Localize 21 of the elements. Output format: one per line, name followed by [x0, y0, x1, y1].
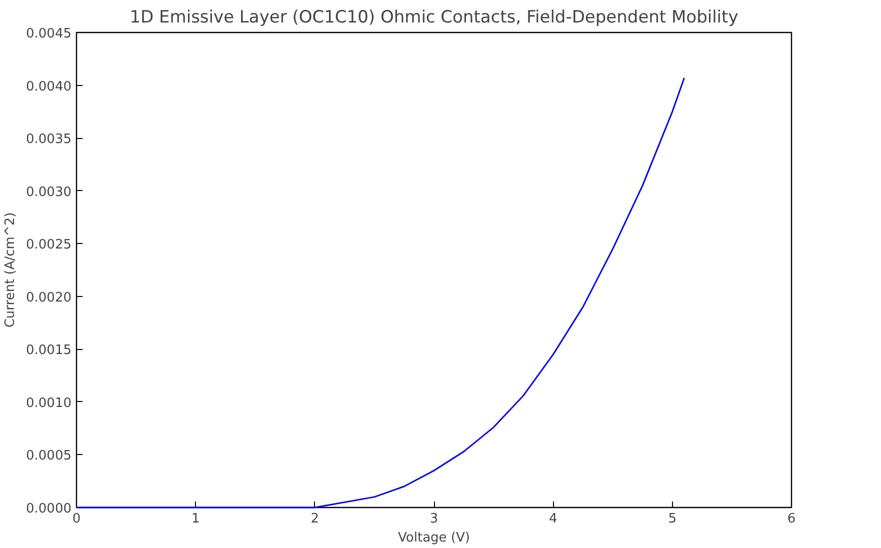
y-tick-label: 0.0005: [26, 448, 72, 464]
y-tick-label: 0.0010: [26, 396, 72, 411]
x-axis-title: Voltage (V): [398, 530, 470, 546]
y-tick-label: 0.0045: [26, 26, 72, 42]
y-tick-label: 0.0000: [26, 502, 72, 516]
x-tick-label: 3: [430, 512, 438, 526]
x-tick-label: 2: [310, 512, 319, 526]
x-tick-label: 4: [549, 512, 558, 526]
x-tick-label: 1: [192, 512, 200, 526]
y-tick-label: 0.0035: [26, 132, 72, 148]
x-tick-label: 6: [787, 512, 796, 526]
y-tick-label: 0.0025: [26, 238, 72, 253]
y-tick-label: 0.0020: [26, 290, 72, 306]
y-axis-title: Current (A/cm^2): [3, 212, 18, 328]
x-tick-label: 0: [72, 512, 81, 526]
x-tick-label: 5: [668, 512, 676, 526]
y-tick-label: 0.0015: [26, 343, 72, 358]
y-tick-label: 0.0040: [26, 79, 72, 94]
line-series: [76, 77, 685, 508]
y-tick-label: 0.0030: [26, 184, 72, 200]
chart-title: 1D Emissive Layer (OC1C10) Ohmic Contacts, Field-Dependent Mobility: [130, 8, 738, 28]
